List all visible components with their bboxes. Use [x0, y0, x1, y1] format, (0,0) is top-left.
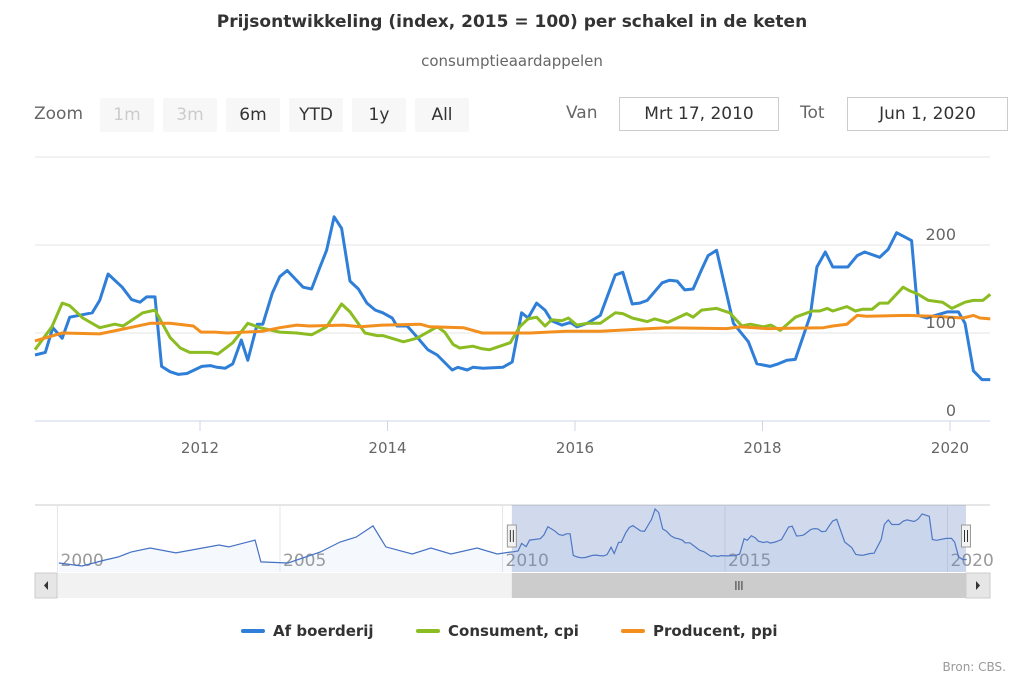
legend-label: Af boerderij [273, 622, 374, 640]
navigator-x-label: 2000 [61, 551, 104, 571]
zoom-1m-button[interactable]: 1m [100, 98, 154, 132]
main-axis-labels: 0 100 200 2012 2014 2016 2018 2020 [181, 225, 969, 457]
legend-swatch-icon [621, 629, 645, 633]
handle-body [961, 524, 971, 548]
from-date-input[interactable]: Mrt 17, 2010 [619, 97, 779, 131]
zoom-ytd-button[interactable]: YTD [289, 98, 343, 132]
navigator-right-handle[interactable] [961, 524, 971, 548]
x-tick-label: 2018 [743, 439, 781, 457]
legend-producent-ppi[interactable]: Producent, ppi [621, 622, 778, 640]
legend-label: Producent, ppi [653, 622, 778, 640]
legend-label: Consument, cpi [448, 622, 579, 640]
from-label: Van [566, 103, 598, 123]
y-tick-label: 0 [946, 401, 956, 420]
to-date-input[interactable]: Jun 1, 2020 [847, 97, 1008, 131]
navigator-x-label: 2005 [283, 551, 326, 571]
navigator-series-area [58, 509, 967, 572]
arrow-right-icon [976, 581, 980, 590]
zoom-label: Zoom [34, 104, 84, 124]
main-grid [35, 156, 990, 431]
x-tick-label: 2016 [556, 439, 594, 457]
arrow-left-icon [44, 581, 48, 590]
zoom-1y-button[interactable]: 1y [352, 98, 406, 132]
credits[interactable]: Bron: CBS. [942, 660, 1006, 674]
series-line-consument-cpi [33, 285, 992, 356]
series-line-af-boerderij [34, 215, 991, 382]
legend-af-boerderij[interactable]: Af boerderij [241, 622, 374, 640]
navigator: 2000 2005 2010 2015 2020 [34, 504, 994, 599]
legend-consument-cpi[interactable]: Consument, cpi [416, 622, 579, 640]
chart-subtitle: consumptieaardappelen [421, 52, 603, 70]
navigator-selected-range [511, 505, 966, 572]
series-line-producent-ppi [34, 313, 991, 343]
main-series [33, 215, 992, 382]
navigator-x-label: 2015 [728, 551, 771, 571]
x-tick-label: 2012 [181, 439, 219, 457]
zoom-all-button[interactable]: All [415, 98, 469, 132]
legend-swatch-icon [416, 629, 440, 633]
y-tick-label: 200 [925, 225, 956, 244]
y-tick-label: 100 [925, 313, 956, 332]
to-label: Tot [800, 103, 825, 123]
handle-body [506, 524, 517, 548]
navigator-x-label: 2020 [951, 551, 994, 571]
x-tick-label: 2014 [368, 439, 406, 457]
navigator-series-line [58, 507, 967, 567]
zoom-3m-button[interactable]: 3m [163, 98, 217, 132]
chart-title: Prijsontwikkeling (index, 2015 = 100) pe… [216, 12, 808, 32]
navigator-left-handle[interactable] [506, 524, 517, 548]
legend-swatch-icon [241, 629, 265, 633]
navigator-x-label: 2010 [506, 551, 549, 571]
x-tick-label: 2020 [931, 439, 969, 457]
zoom-6m-button[interactable]: 6m [226, 98, 280, 132]
